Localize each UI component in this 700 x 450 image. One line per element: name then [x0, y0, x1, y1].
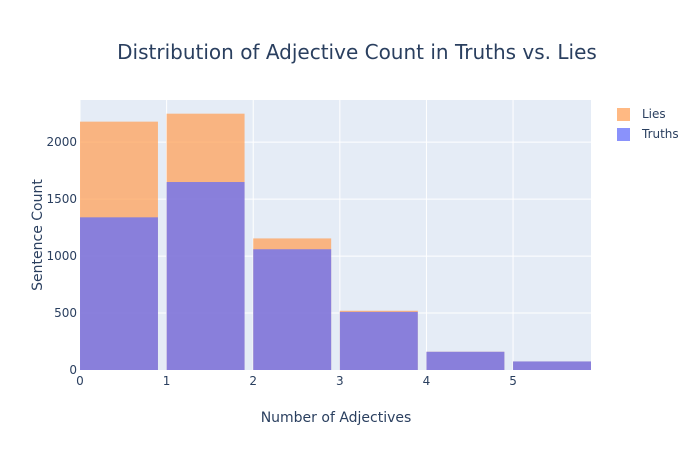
- y-axis-title: Sentence Count: [30, 179, 46, 291]
- legend-swatch-truths[interactable]: [617, 128, 630, 141]
- y-tick-label: 0: [69, 363, 77, 377]
- bar-truths-1[interactable]: [166, 182, 245, 370]
- bar-truths-3[interactable]: [339, 311, 418, 370]
- y-tick-label: 500: [54, 306, 77, 320]
- x-tick-label: 0: [76, 374, 84, 388]
- x-tick-label: 4: [423, 374, 431, 388]
- legend-swatch-lies[interactable]: [617, 108, 630, 121]
- legend[interactable]: Lies Truths: [617, 107, 679, 141]
- x-tick-label: 5: [509, 374, 517, 388]
- bar-truths-0[interactable]: [80, 217, 158, 370]
- bar-truths-5[interactable]: [513, 361, 591, 370]
- y-tick-label: 1000: [46, 249, 77, 263]
- y-tick-label: 2000: [46, 135, 77, 149]
- y-axis-ticks: 0 500 1000 1500 2000: [46, 135, 77, 377]
- bars: [80, 113, 591, 370]
- chart-title: Distribution of Adjective Count in Truth…: [117, 40, 597, 64]
- legend-label-lies[interactable]: Lies: [642, 107, 666, 121]
- x-axis-ticks: 0 1 2 3 4 5: [76, 374, 517, 388]
- y-tick-label: 1500: [46, 192, 77, 206]
- x-tick-label: 2: [249, 374, 257, 388]
- legend-label-truths[interactable]: Truths: [641, 127, 679, 141]
- x-tick-label: 1: [163, 374, 171, 388]
- x-tick-label: 3: [336, 374, 344, 388]
- bar-truths-4[interactable]: [426, 351, 505, 370]
- bar-truths-2[interactable]: [253, 249, 332, 370]
- plot-area: [80, 100, 591, 370]
- x-axis-title: Number of Adjectives: [261, 410, 412, 426]
